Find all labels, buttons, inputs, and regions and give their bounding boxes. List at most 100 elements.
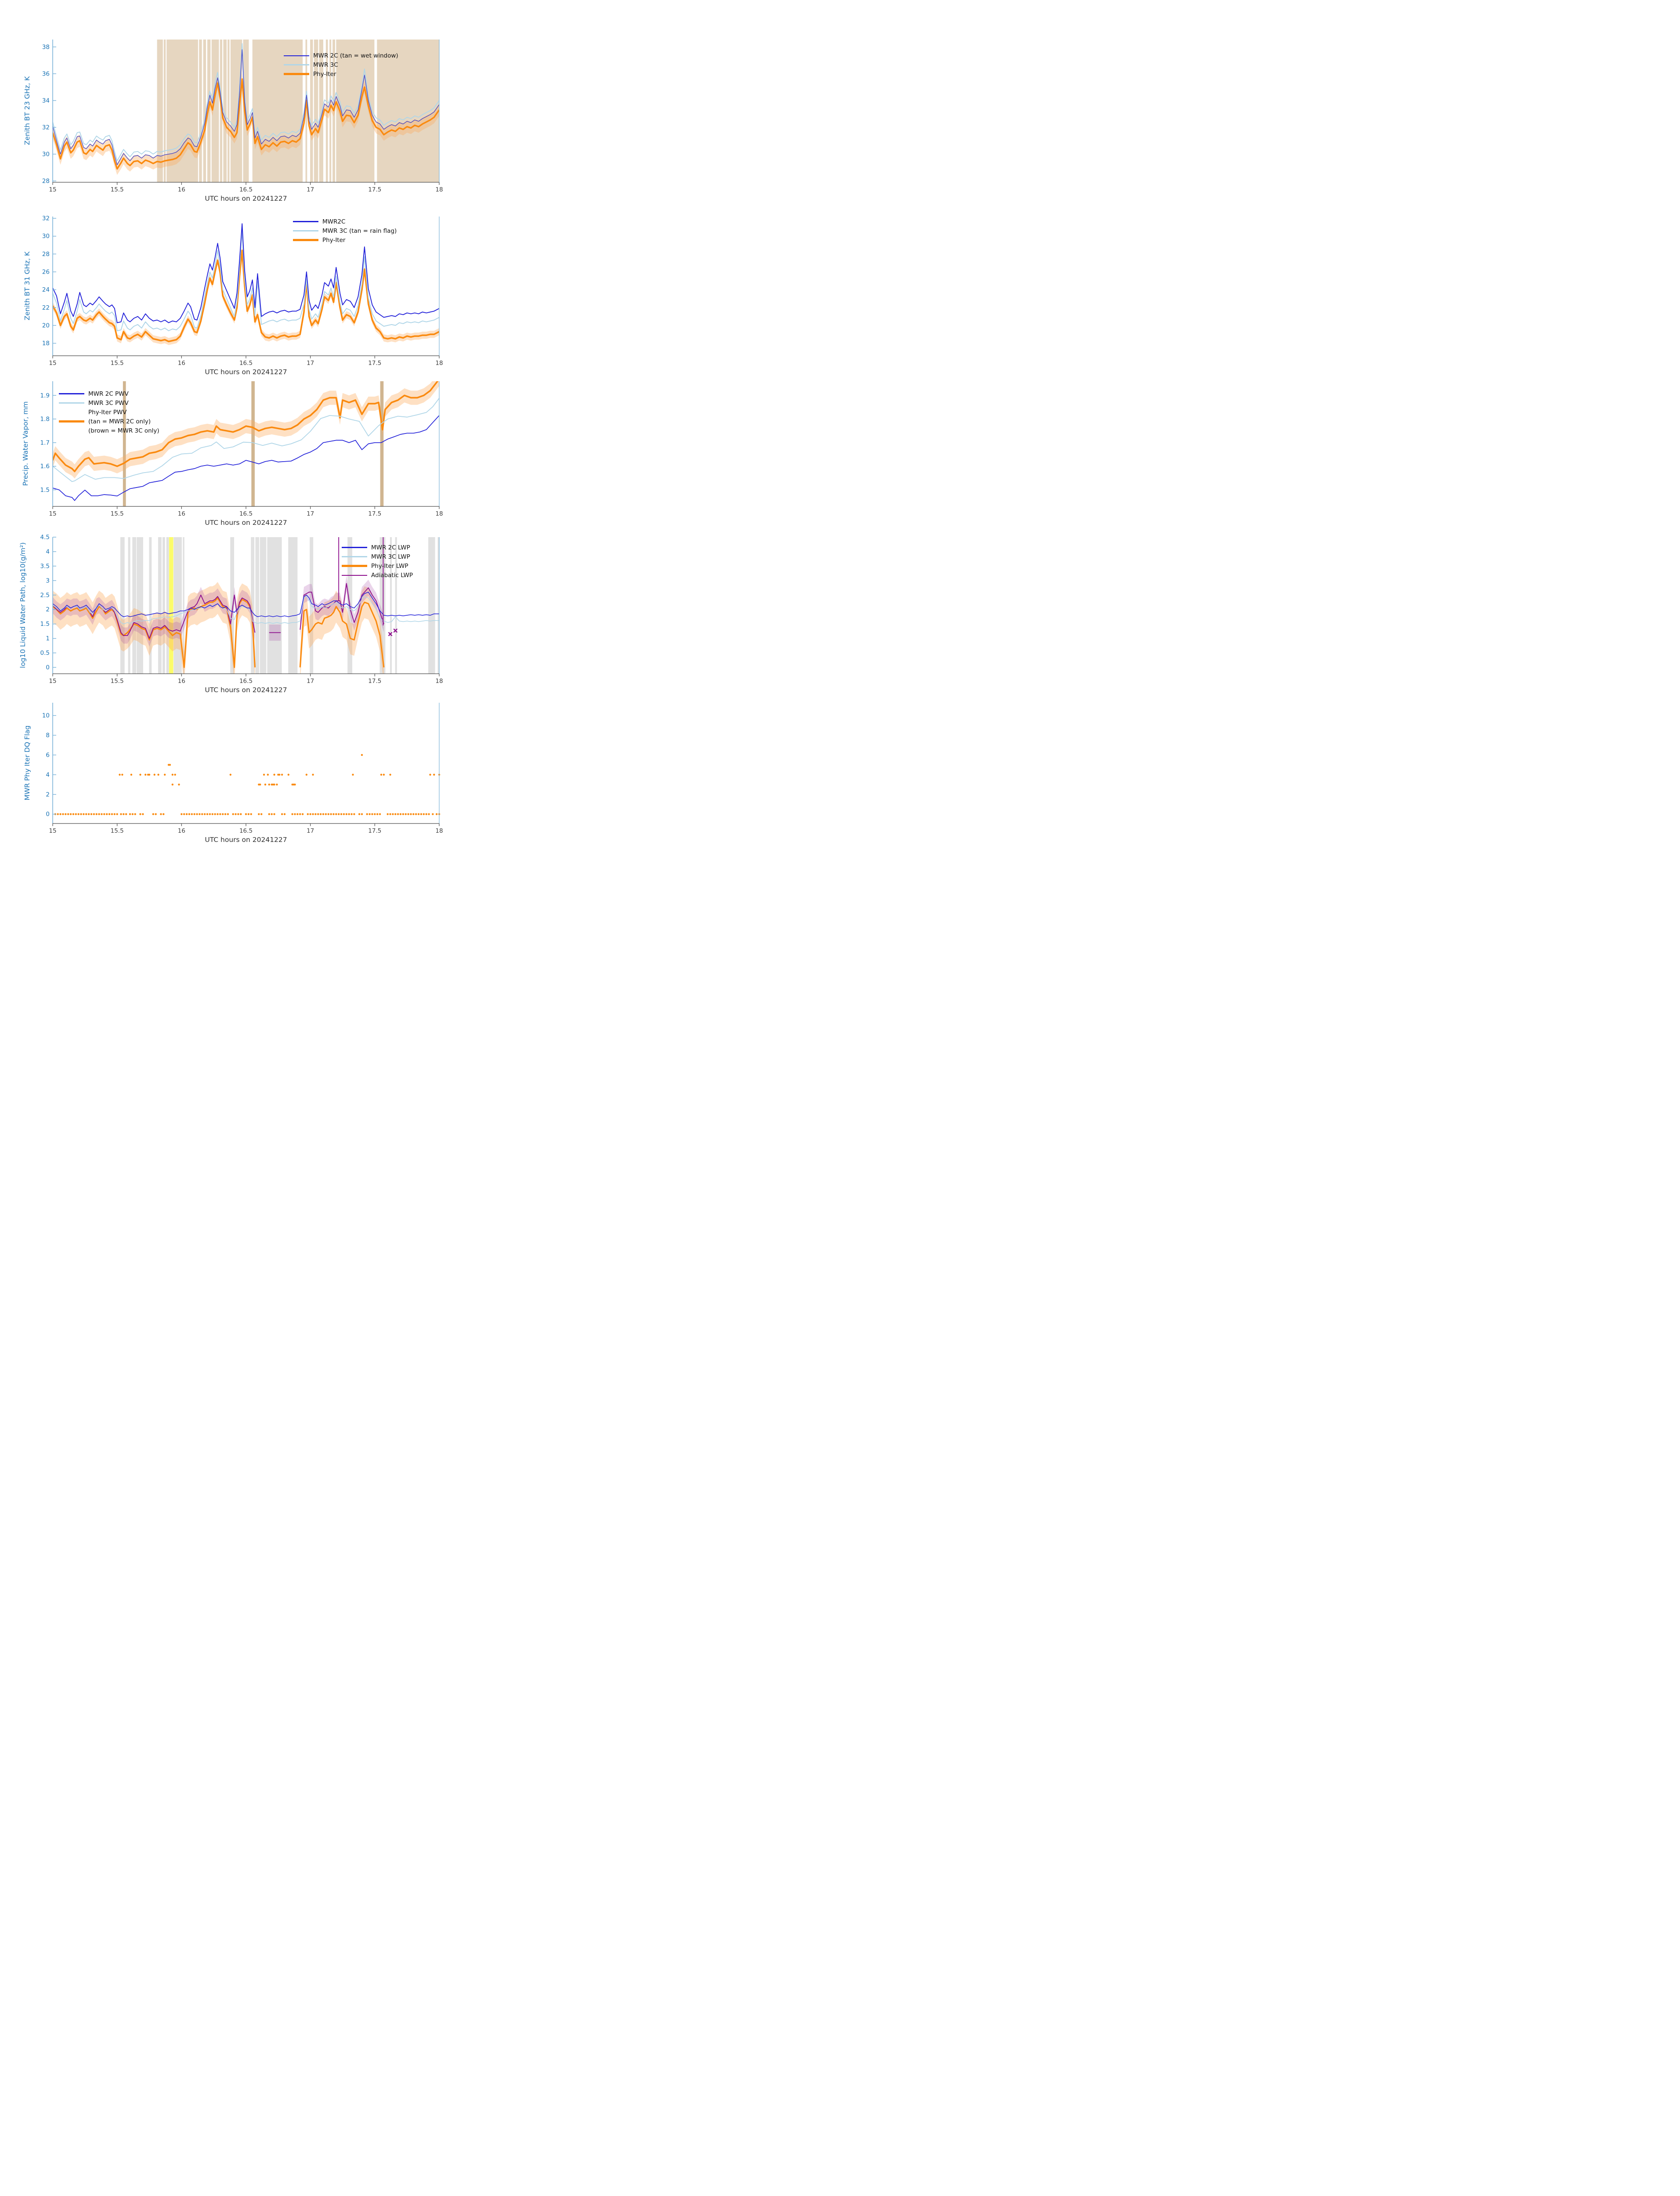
dq-flag-dot — [319, 813, 322, 815]
flag-window-band — [252, 40, 303, 182]
x-tick-label: 17 — [307, 678, 314, 685]
flag-window-band — [319, 40, 323, 182]
flag-window-band — [183, 537, 184, 674]
dq-flag-dot — [83, 813, 85, 815]
y-tick-label: 2.5 — [40, 592, 50, 599]
y-axis-label-dqflag: MWR Phy Iter DQ Flag — [23, 725, 31, 801]
x-tick-label: 17 — [307, 360, 314, 367]
legend-label: Adiabatic LWP — [371, 571, 413, 579]
y-axis-label-bt31: Zenith BT 31 GHz, K — [23, 251, 31, 321]
dq-flag-dot — [240, 813, 242, 815]
dq-flag-dot — [379, 813, 381, 815]
dq-flag-dot — [258, 813, 260, 815]
legend-bt23: MWR 2C (tan = wet window) MWR 3C Phy-Ite… — [284, 52, 398, 78]
dq-flag-dot — [394, 813, 397, 815]
dq-flag-dot — [174, 773, 176, 776]
x-marker — [393, 628, 398, 633]
dq-flag-dot — [435, 813, 438, 815]
dq-flag-dot — [181, 813, 183, 815]
y-tick-label: 3.5 — [40, 563, 50, 570]
phy-iter-line — [53, 78, 439, 170]
dq-flag-dot — [267, 773, 269, 776]
legend-item: MWR 2C PWV — [59, 390, 159, 397]
flag-window-band — [329, 40, 332, 182]
flag-window-band — [149, 537, 152, 674]
dq-flag-dot — [268, 813, 270, 815]
legend-label: MWR 3C — [313, 61, 338, 69]
dq-flag-dot — [273, 813, 275, 815]
dq-flag-dot — [420, 813, 423, 815]
flag-window-band — [162, 537, 165, 674]
x-tick-label: 16 — [178, 186, 185, 193]
phy-iter-line — [53, 249, 439, 343]
legend-item: Adiabatic LWP — [342, 571, 413, 579]
dq-flag-dot — [361, 813, 363, 815]
dq-flag-dot — [169, 764, 171, 766]
dq-flag-dot — [163, 813, 165, 815]
flag-window-band — [173, 537, 182, 674]
y-tick-label: 28 — [42, 177, 50, 184]
dq-flag-dot — [399, 813, 402, 815]
dq-flag-dot — [312, 813, 314, 815]
x-tick-label: 17.5 — [368, 678, 381, 685]
legend-label: MWR 2C LWP — [371, 544, 410, 551]
x-axis-label-dqflag: UTC hours on 20241227 — [205, 836, 287, 844]
dq-flag-dot — [229, 773, 231, 776]
mwr3c-line-swatch — [284, 64, 309, 65]
dq-flag-dot — [219, 813, 221, 815]
flag-window-band — [428, 537, 435, 674]
legend-label: Phy-Iter LWP — [371, 562, 408, 570]
flag-window-band — [228, 40, 230, 182]
dq-flag-dot — [245, 813, 247, 815]
dq-flag-dot — [387, 813, 389, 815]
dq-flag-dot — [65, 813, 67, 815]
legend-label: MWR 2C (tan = wet window) — [313, 52, 398, 59]
dq-flag-dot — [299, 813, 301, 815]
y-tick-label: 34 — [42, 97, 50, 104]
dq-flag-dot — [148, 773, 151, 776]
dq-flag-dot — [75, 813, 77, 815]
flag-window-band — [395, 537, 397, 674]
dq-flag-dot — [383, 773, 385, 776]
dq-flag-dot — [330, 813, 332, 815]
y-tick-label: 38 — [42, 43, 50, 51]
dq-flag-dot — [222, 813, 224, 815]
mwr-3c-line — [53, 43, 439, 162]
bt23-plot: 28 30 32 34 36 38 15 15.5 16 16.5 17 17.5 18 — [42, 40, 443, 193]
phyiter-line-swatch — [284, 73, 309, 75]
dq-flag-dot — [268, 784, 270, 786]
dq-flag-dot — [296, 813, 299, 815]
flag-window-band — [199, 40, 202, 182]
dq-flag-dot — [423, 813, 425, 815]
x-tick-label: 15.5 — [111, 186, 124, 193]
y-tick-label: 4 — [46, 548, 50, 555]
y-tick-label: 4 — [46, 771, 50, 778]
dq-flag-dot — [352, 773, 354, 776]
x-tick-label: 17.5 — [368, 186, 381, 193]
dq-flag-dot — [139, 773, 141, 776]
dq-flag-dot — [152, 813, 154, 815]
x-tick-label: 18 — [435, 186, 443, 193]
dq-flag-dot — [120, 813, 122, 815]
dq-flag-dot — [93, 813, 95, 815]
dq-flag-dot — [353, 813, 355, 815]
y-tick-label: 22 — [42, 304, 50, 311]
dq-flag-dot — [211, 813, 213, 815]
y-tick-label: 4.5 — [40, 534, 50, 541]
dq-flag-dot — [247, 813, 250, 815]
dq-flag-dot — [348, 813, 350, 815]
x-tick-label: 18 — [435, 678, 443, 685]
dq-flag-dot — [178, 784, 180, 786]
y-tick-label: 0 — [46, 811, 50, 818]
flag-window-band — [230, 537, 235, 674]
dq-flag-dot — [350, 813, 353, 815]
flag-window-band — [251, 537, 255, 674]
dq-flag-dot — [235, 813, 237, 815]
dq-flag-dot — [125, 813, 127, 815]
x-tick-label: 17 — [307, 510, 314, 517]
flag-window-band — [288, 537, 298, 674]
y-tick-label: 0 — [46, 664, 50, 671]
flag-window-band — [380, 381, 384, 506]
dq-flag-dot — [155, 813, 157, 815]
dq-flag-dot — [263, 773, 265, 776]
